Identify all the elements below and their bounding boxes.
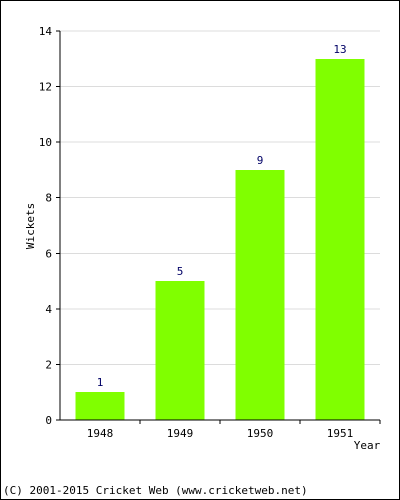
bar-1949 [155,281,205,420]
data-label: 5 [177,265,184,278]
y-tick-label: 4 [45,303,52,316]
data-labels: 1 5 9 13 [97,43,347,389]
y-tick-label: 8 [45,192,52,205]
bar-1951 [315,58,365,421]
y-tick-label: 14 [39,25,53,38]
data-label: 1 [97,376,104,389]
y-tick-label: 10 [39,136,52,149]
x-axis-label: Year [354,439,381,452]
data-label: 13 [333,43,346,56]
y-tick-label: 0 [45,414,52,427]
y-axis-label: Wickets [24,203,37,249]
x-tick-label: 1950 [247,427,274,440]
copyright-notice: (C) 2001-2015 Cricket Web (www.cricketwe… [3,484,308,497]
x-tick-label: 1948 [87,427,114,440]
y-tick-label: 12 [39,81,52,94]
bar-1948 [75,392,125,420]
bar-1950 [235,169,285,420]
y-tick-labels: 0 2 4 6 8 10 12 14 [39,25,60,427]
x-tick-labels: 1948 1949 1950 1951 [87,420,381,440]
bars [75,58,365,421]
y-tick-label: 6 [45,247,52,260]
y-tick-label: 2 [45,358,52,371]
x-tick-label: 1949 [167,427,194,440]
x-tick-label: 1951 [327,427,354,440]
data-label: 9 [257,154,264,167]
